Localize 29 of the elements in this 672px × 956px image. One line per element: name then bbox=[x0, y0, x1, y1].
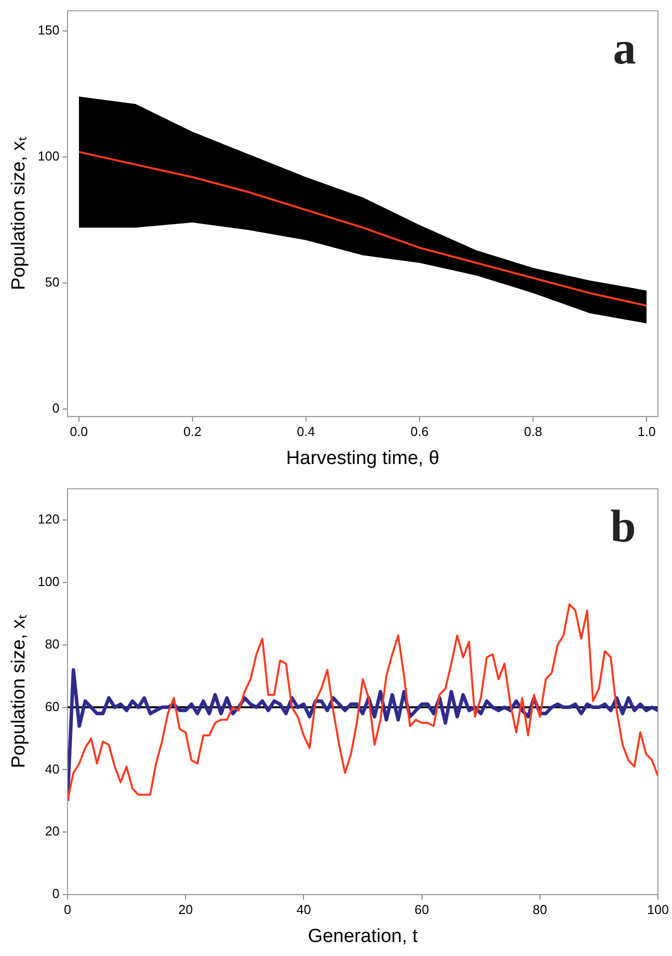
y-tick-label: 0 bbox=[52, 886, 60, 902]
y-axis-title: Population size, xₜ bbox=[8, 614, 30, 768]
x-tick-label: 0.6 bbox=[410, 424, 429, 439]
x-tick-label: 40 bbox=[296, 902, 311, 917]
y-axis-title: Population size, xₜ bbox=[8, 136, 30, 290]
y-tick-label: 40 bbox=[45, 761, 60, 776]
y-tick-label: 100 bbox=[38, 574, 60, 590]
y-tick-label: 120 bbox=[38, 512, 60, 527]
x-tick-label: 0 bbox=[64, 902, 72, 917]
y-tick-label: 100 bbox=[38, 148, 60, 164]
x-tick-label: 0.0 bbox=[70, 424, 88, 439]
x-axis-title: Generation, t bbox=[308, 926, 418, 947]
annotation: b bbox=[610, 500, 636, 552]
x-tick-label: 60 bbox=[414, 902, 430, 917]
y-tick-label: 60 bbox=[45, 698, 60, 714]
x-tick-label: 0.4 bbox=[296, 424, 316, 439]
y-tick-label: 20 bbox=[45, 824, 60, 839]
y-tick-label: 50 bbox=[45, 274, 60, 290]
x-tick-label: 1.0 bbox=[638, 424, 656, 439]
x-axis-title: Harvesting time, θ bbox=[286, 448, 440, 469]
x-tick-label: 0.8 bbox=[524, 424, 542, 439]
x-tick-label: 100 bbox=[647, 902, 669, 917]
x-tick-label: 0.2 bbox=[183, 424, 202, 439]
y-tick-label: 80 bbox=[45, 636, 60, 652]
x-tick-label: 20 bbox=[178, 902, 193, 917]
annotation: a bbox=[613, 22, 636, 74]
x-tick-label: 80 bbox=[532, 902, 548, 917]
y-tick-label: 150 bbox=[38, 22, 60, 38]
y-tick-label: 0 bbox=[52, 400, 60, 416]
